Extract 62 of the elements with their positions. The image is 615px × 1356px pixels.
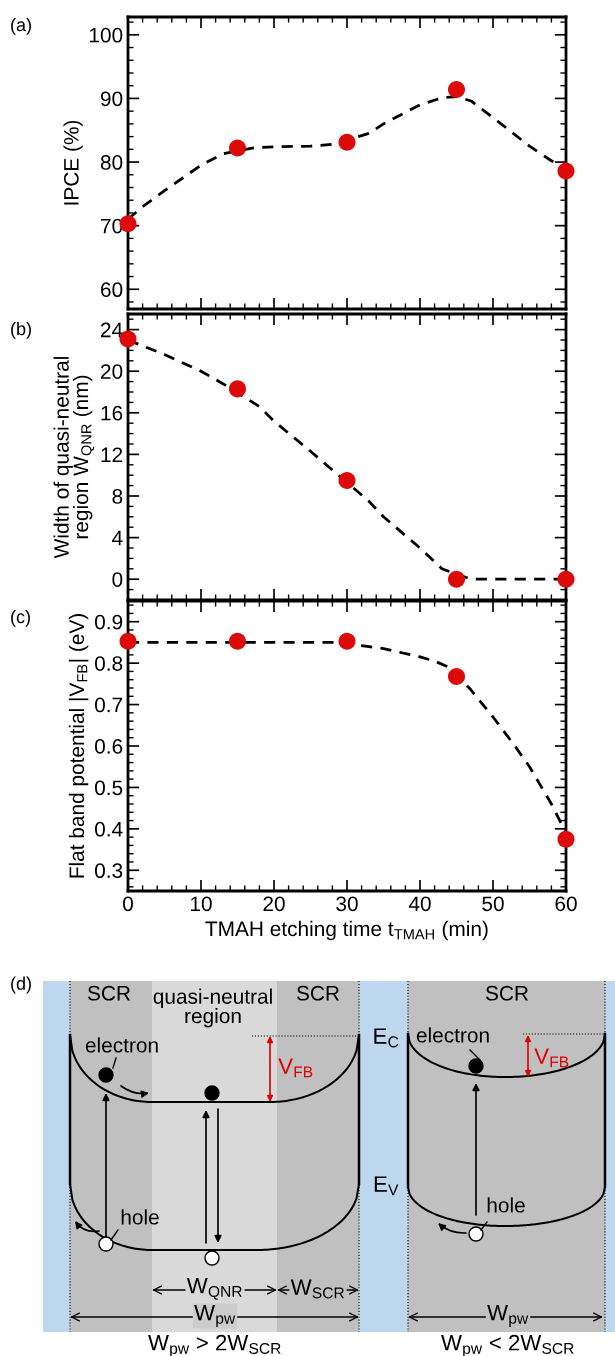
y-tick-label: 0.8 xyxy=(94,656,123,671)
y-tick-label: 0.9 xyxy=(94,614,123,630)
x-tick-label: 0 xyxy=(123,896,133,912)
text: electron xyxy=(85,1037,158,1053)
y-tick-label: 0.6 xyxy=(94,739,123,754)
point xyxy=(338,471,356,489)
point xyxy=(557,830,575,848)
text: hole xyxy=(487,1197,525,1213)
y-axis-title: IPCE (%) xyxy=(63,120,83,205)
point xyxy=(557,570,575,588)
text: W$_{pw}$ xyxy=(487,1304,529,1327)
point xyxy=(228,139,247,157)
text: W$_{pw}$ xyxy=(194,1304,236,1327)
x-tick-label: 30 xyxy=(336,896,358,912)
x-axis-title: TMAH etching time t$_{TMAH}$ (min) xyxy=(205,920,488,941)
y-tick-label: 24 xyxy=(101,322,123,338)
y-tick-label: 0.4 xyxy=(94,821,123,837)
y-tick-label: 0 xyxy=(112,572,123,587)
text: (d) xyxy=(11,976,31,994)
point xyxy=(228,632,247,650)
text: E$_{C}$ xyxy=(374,1028,399,1048)
text: V$_{FB}$ xyxy=(278,1058,313,1078)
y-tick-label: 12 xyxy=(101,447,123,462)
text: E$_{V}$ xyxy=(374,1176,399,1196)
y-tick-label: 90 xyxy=(100,91,123,107)
text: SCR xyxy=(485,985,529,1001)
point xyxy=(447,81,466,99)
y-axis-title: Flat band potential |V$_{FB}$| (eV) xyxy=(68,614,89,878)
point xyxy=(338,632,356,650)
y-tick-label: 0.3 xyxy=(94,863,123,879)
text: W$_{SCR}$ xyxy=(290,1279,344,1299)
text: (a) xyxy=(11,18,31,35)
y-tick-label: 4 xyxy=(112,530,123,546)
y-tick-label: 20 xyxy=(101,364,123,379)
text: quasi-neutral region xyxy=(153,988,272,1028)
x-tick-label: 50 xyxy=(482,896,504,912)
point xyxy=(447,667,466,685)
y-tick-label: 16 xyxy=(101,405,123,421)
y-tick-label: 8 xyxy=(112,489,123,504)
y-tick-label: 80 xyxy=(100,155,123,170)
point xyxy=(119,632,137,650)
point xyxy=(557,162,575,180)
text: hole xyxy=(121,1209,159,1225)
y-tick-label: 60 xyxy=(101,282,123,298)
x-tick-label: 10 xyxy=(191,896,212,912)
x-tick-label: 40 xyxy=(408,896,431,912)
text: SCR xyxy=(296,985,340,1001)
text: SCR xyxy=(87,985,131,1001)
text: (c) xyxy=(11,610,30,627)
y-tick-label: 0.5 xyxy=(94,780,123,796)
y-tick-label: 0.7 xyxy=(94,697,123,713)
text: electron xyxy=(416,1027,489,1043)
y-axis-title: Width of quasi-neutral region W$_{QNR}$ (nm) xyxy=(53,357,95,559)
text: V$_{FB}$ xyxy=(534,1048,569,1068)
x-tick-label: 20 xyxy=(263,896,285,912)
point xyxy=(338,133,356,151)
text: (b) xyxy=(11,322,31,339)
text: W$_{QNR}$ xyxy=(186,1278,242,1300)
point xyxy=(447,570,466,588)
y-tick-label: 100 xyxy=(89,27,123,43)
point xyxy=(228,380,247,398)
x-tick-label: 60 xyxy=(555,896,577,912)
